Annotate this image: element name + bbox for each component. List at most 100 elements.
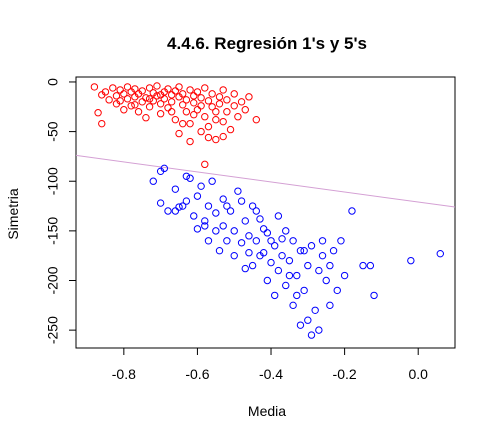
data-point [120,90,128,98]
data-point [197,94,205,102]
data-point [252,237,261,245]
data-point [230,90,238,98]
data-point [164,104,172,112]
data-point [366,261,375,270]
data-point [149,97,157,105]
data-point [326,301,334,310]
data-point [274,266,283,275]
data-point [167,108,176,116]
data-point [256,251,264,260]
data-point [145,84,154,92]
data-point [164,207,172,215]
data-point [179,90,187,98]
regression-line-group [75,154,456,208]
y-tick-label: -50 [45,121,61,141]
data-point [237,197,246,205]
data-point [245,93,253,101]
data-point [300,247,308,255]
data-point [219,117,227,126]
data-point [296,247,305,255]
data-point [190,212,198,220]
data-point [318,237,327,245]
data-point [131,85,139,93]
data-point [190,99,198,107]
data-point [156,100,165,108]
data-point [300,286,308,295]
data-point [208,103,216,111]
data-point [197,182,205,190]
data-point [282,281,290,290]
x-tick-label: -0.2 [333,366,357,382]
data-point [171,87,180,95]
data-point [212,108,220,116]
x-tick-label: -0.4 [259,366,283,382]
y-tick-label: -200 [45,266,61,294]
data-point [307,242,316,250]
data-point [333,286,341,295]
data-point [212,227,220,235]
data-point [182,197,191,205]
data-point [370,291,378,300]
data-point [204,237,213,245]
data-point [348,207,356,215]
data-point [109,84,117,92]
data-point [359,261,367,270]
data-point [171,115,180,124]
series-2 [149,164,444,339]
data-point [98,119,106,128]
data-point [138,98,146,106]
data-point [307,331,316,339]
data-point [120,106,128,114]
data-point [145,103,154,111]
data-point [142,113,150,122]
data-point [186,174,194,182]
data-point [282,227,290,235]
data-point [212,135,220,144]
data-point [112,92,121,100]
data-point [123,83,132,91]
data-point [190,92,198,100]
data-point [289,301,297,310]
chart-title: 4.4.6. Regresión 1's y 5's [167,34,367,53]
data-point [223,108,231,116]
data-point [322,276,330,285]
data-point [175,129,183,138]
data-point [160,164,169,173]
data-point [293,291,301,300]
data-point [201,113,209,121]
data-point [215,100,224,108]
data-point [234,113,242,121]
data-point [208,177,216,185]
data-point [223,202,231,210]
data-point [436,249,444,258]
data-point [127,102,135,110]
data-point [212,115,220,124]
data-point [179,119,187,128]
data-point [311,306,319,314]
data-point [193,88,202,96]
data-point [337,237,345,245]
data-point [149,177,157,185]
data-point [105,96,113,104]
data-point [293,271,301,280]
data-point [296,321,305,329]
data-point [230,227,238,235]
data-point [153,82,161,90]
data-point [201,217,209,225]
x-axis-label: Media [248,403,286,419]
data-point [304,261,312,270]
data-point [175,83,183,91]
data-point [223,237,231,245]
data-point [179,101,187,109]
data-point [164,85,172,93]
data-point [131,101,139,109]
data-point [116,97,124,105]
data-point [259,225,268,233]
x-tick-label: -0.6 [185,366,209,382]
data-point [248,202,257,210]
data-point [156,110,165,118]
y-tick-label: -150 [45,217,61,245]
data-point [156,91,165,99]
data-point [182,108,191,116]
data-point [190,111,198,119]
